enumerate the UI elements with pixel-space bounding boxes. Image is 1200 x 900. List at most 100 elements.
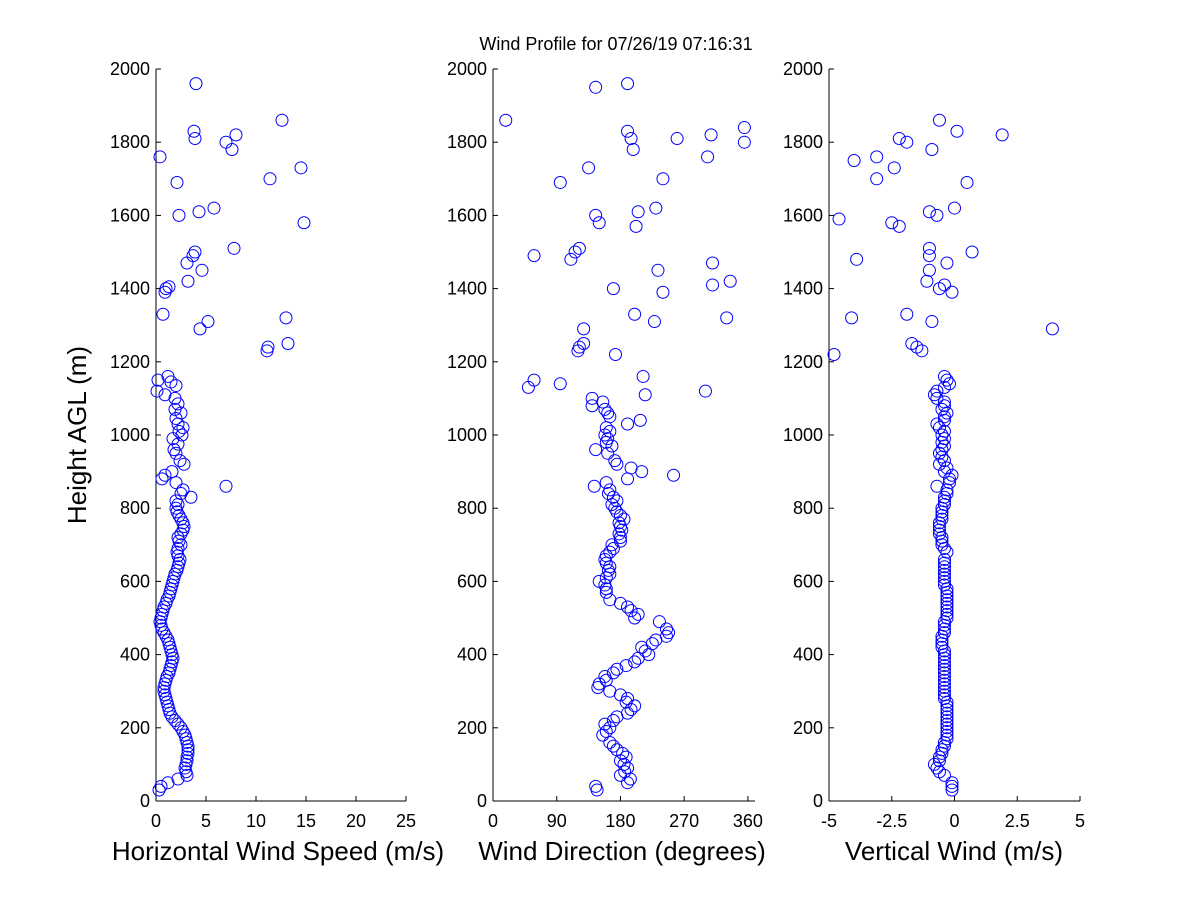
y-tick-label: 800 xyxy=(120,498,150,518)
data-point xyxy=(624,461,638,475)
data-point xyxy=(995,128,1009,142)
data-point xyxy=(157,600,171,614)
data-point xyxy=(723,274,737,288)
data-point xyxy=(606,282,620,296)
y-tick-label: 1600 xyxy=(447,205,487,225)
data-point xyxy=(940,545,954,559)
y-tick-label: 800 xyxy=(457,498,487,518)
data-point xyxy=(667,468,681,482)
data-point xyxy=(922,263,936,277)
data-point xyxy=(629,219,643,233)
data-point xyxy=(585,391,599,405)
data-point xyxy=(647,315,661,329)
y-tick-label: 1400 xyxy=(447,279,487,299)
y-tick-label: 0 xyxy=(477,791,487,811)
data-point xyxy=(900,135,914,149)
data-point xyxy=(945,285,959,299)
y-tick-label: 1000 xyxy=(110,425,150,445)
data-point xyxy=(176,516,190,530)
data-point xyxy=(937,688,951,702)
data-point xyxy=(948,201,961,215)
y-tick-label: 2000 xyxy=(783,59,823,79)
data-point xyxy=(603,410,617,424)
data-point xyxy=(937,578,951,592)
data-point xyxy=(156,307,170,321)
y-tick-label: 600 xyxy=(793,571,823,591)
data-point xyxy=(940,710,954,724)
data-point xyxy=(158,468,172,482)
data-point xyxy=(618,765,632,779)
data-point xyxy=(701,150,715,164)
data-point xyxy=(174,527,188,541)
data-point xyxy=(207,201,221,215)
y-tick-label: 600 xyxy=(120,571,150,591)
data-point xyxy=(181,743,195,757)
data-point xyxy=(167,443,181,457)
data-point xyxy=(922,249,936,263)
data-point xyxy=(169,446,183,460)
data-point xyxy=(275,113,289,127)
data-point xyxy=(940,611,954,625)
y-tick-label: 2000 xyxy=(110,59,150,79)
data-point xyxy=(651,263,665,277)
data-point xyxy=(930,391,944,405)
data-point xyxy=(927,388,941,402)
data-point xyxy=(937,666,951,680)
data-point xyxy=(628,307,642,321)
data-point xyxy=(553,175,567,189)
data-points xyxy=(150,77,311,797)
data-point xyxy=(922,241,936,255)
data-point xyxy=(940,600,954,614)
data-point xyxy=(171,530,185,544)
data-point xyxy=(193,322,207,336)
data-point xyxy=(930,417,944,431)
data-point xyxy=(940,706,954,720)
x-tick-label: 270 xyxy=(669,811,699,831)
data-point xyxy=(187,124,201,138)
data-point xyxy=(589,208,603,222)
x-tick-label: 0 xyxy=(488,811,498,831)
x-tick-label: -5 xyxy=(821,811,837,831)
data-point xyxy=(937,552,951,566)
data-point xyxy=(621,692,635,706)
data-point xyxy=(659,622,673,636)
data-point xyxy=(940,724,954,738)
data-point xyxy=(850,252,864,266)
data-point xyxy=(161,369,175,383)
data-point xyxy=(624,604,638,618)
data-point xyxy=(621,706,635,720)
y-tick-label: 1200 xyxy=(783,352,823,372)
data-point xyxy=(603,483,617,497)
y-tick-label: 600 xyxy=(457,571,487,591)
data-point xyxy=(638,388,652,402)
data-point xyxy=(261,340,275,354)
y-tick-label: 400 xyxy=(120,645,150,665)
y-tick-label: 1800 xyxy=(110,132,150,152)
data-point xyxy=(601,432,615,446)
data-point xyxy=(176,483,190,497)
data-point xyxy=(186,249,200,263)
data-point xyxy=(598,670,612,684)
data-point xyxy=(180,256,194,270)
data-point xyxy=(940,607,954,621)
x-tick-label: 90 xyxy=(547,811,567,831)
data-point xyxy=(940,713,954,727)
data-point xyxy=(925,143,939,157)
data-point xyxy=(527,249,541,263)
data-point xyxy=(935,640,949,654)
data-point xyxy=(656,285,670,299)
data-point xyxy=(181,274,195,288)
data-point xyxy=(827,347,841,361)
data-point xyxy=(613,534,627,548)
data-point xyxy=(925,315,939,329)
data-point xyxy=(606,713,620,727)
data-point xyxy=(180,754,194,768)
data-point xyxy=(922,205,936,219)
data-point xyxy=(170,175,184,189)
data-point xyxy=(628,655,642,669)
data-point xyxy=(930,384,944,398)
data-point xyxy=(845,311,859,325)
data-point xyxy=(942,476,956,490)
data-point xyxy=(930,761,944,775)
